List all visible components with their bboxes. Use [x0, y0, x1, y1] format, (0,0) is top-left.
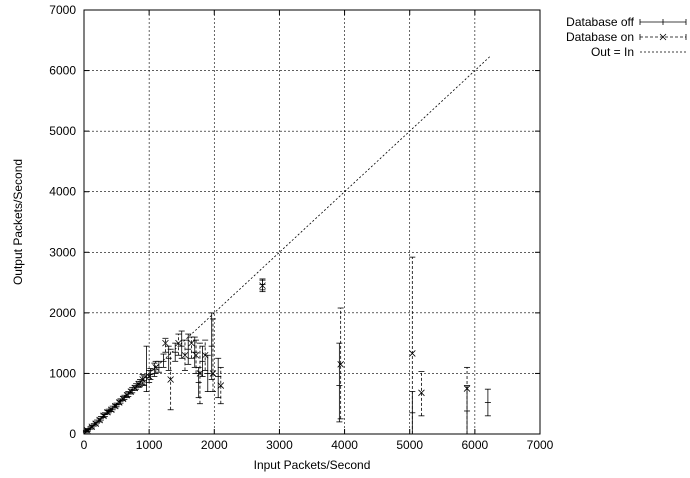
- x-tick-label: 3000: [266, 438, 293, 452]
- data-point: [123, 391, 131, 399]
- legend-label: Database on: [566, 30, 634, 44]
- ticks: 0 1000 2000 3000 4000 5000 6000 7000 0 1000 2000 30…: [49, 3, 553, 452]
- cross-marker: [192, 351, 200, 359]
- legend-item: Database on: [566, 30, 687, 44]
- legend-label: Database off: [566, 15, 634, 29]
- data-point: [196, 342, 204, 405]
- data-point: [259, 279, 266, 293]
- series-2: [83, 55, 492, 435]
- x-tick-label: 4000: [331, 438, 358, 452]
- cross-marker: [217, 382, 225, 389]
- x-axis-label: Input Packets/Second: [254, 458, 371, 472]
- data-point: [484, 388, 491, 417]
- y-tick-label: 5000: [49, 124, 76, 138]
- data-point: [145, 369, 153, 383]
- data-point: [192, 339, 200, 374]
- data-point: [201, 339, 209, 371]
- cross-marker: [175, 339, 182, 347]
- series-layer: [82, 55, 492, 435]
- cross-marker: [209, 370, 217, 377]
- cross-marker: [201, 351, 209, 359]
- data-point: [204, 354, 211, 393]
- cross-marker: [188, 339, 195, 347]
- data-point: [131, 384, 139, 392]
- grid: [84, 10, 540, 434]
- data-point: [208, 312, 215, 380]
- x-tick-label: 6000: [462, 438, 489, 452]
- plot-frame: [83, 9, 541, 435]
- y-tick-label: 1000: [49, 366, 76, 380]
- data-point: [215, 357, 222, 399]
- data-point: [172, 342, 179, 362]
- cross-marker: [337, 361, 344, 368]
- x-tick-label: 2000: [201, 438, 228, 452]
- x-tick-label: 0: [81, 438, 88, 452]
- data-point: [185, 333, 192, 365]
- legend-label: Out = In: [591, 45, 634, 59]
- y-tick-label: 4000: [49, 185, 76, 199]
- cross-marker: [83, 427, 91, 434]
- cross-marker: [418, 389, 425, 397]
- x-tick-label: 1000: [136, 438, 163, 452]
- data-point: [209, 318, 217, 393]
- legend-item: Database off: [566, 15, 687, 29]
- cross-marker: [409, 350, 416, 357]
- y-axis-label: Output Packets/Second: [11, 159, 25, 285]
- out-equals-in-line: [83, 55, 492, 435]
- y-tick-label: 2000: [49, 306, 76, 320]
- cross-marker: [162, 339, 169, 347]
- cross-marker: [463, 385, 471, 392]
- data-point: [162, 337, 169, 353]
- y-tick-label: 3000: [49, 245, 76, 259]
- data-point: [167, 348, 174, 411]
- data-point: [115, 399, 123, 406]
- data-point: [165, 345, 172, 371]
- y-tick-label: 6000: [49, 64, 76, 78]
- data-point: [151, 362, 158, 377]
- data-point: [337, 307, 344, 420]
- data-point: [336, 342, 343, 423]
- x-tick-label: 5000: [396, 438, 423, 452]
- data-point: [160, 353, 167, 368]
- cross-marker: [196, 370, 204, 377]
- cross-marker: [181, 351, 189, 359]
- series-1: [83, 256, 471, 435]
- legend-item: Out = In: [591, 45, 686, 59]
- x-tick-label: 7000: [527, 438, 554, 452]
- data-point: [217, 366, 225, 405]
- y-tick-label: 0: [69, 427, 76, 441]
- y-tick-label: 7000: [49, 3, 76, 17]
- cross-marker: [167, 376, 174, 383]
- cross-marker: [259, 282, 266, 289]
- data-point: [178, 330, 185, 359]
- legend-marker: [659, 33, 667, 41]
- data-point: [175, 333, 182, 356]
- cross-marker: [135, 381, 143, 388]
- data-point: [418, 371, 425, 417]
- cross-marker: [145, 373, 153, 380]
